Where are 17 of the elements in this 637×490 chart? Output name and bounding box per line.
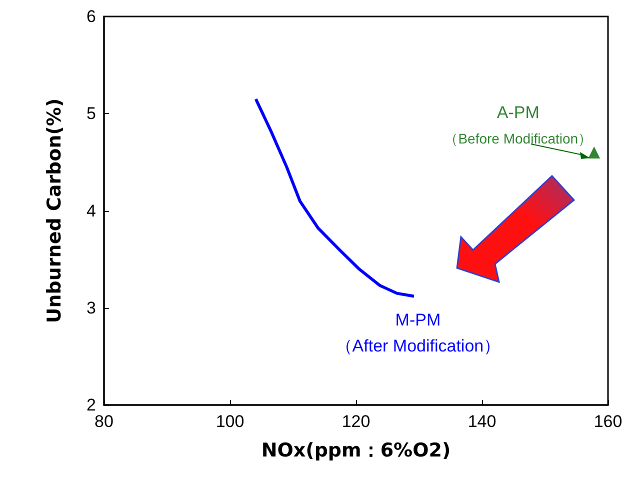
y-tick-label: 6 — [86, 7, 96, 26]
annotation: （Before Modification） — [444, 130, 592, 146]
y-axis-title: Unburned Carbon(%) — [44, 98, 66, 324]
text: A-PM — [496, 102, 540, 122]
series-label: M-PM — [395, 310, 441, 330]
x-tick-label: 160 — [594, 412, 622, 431]
line-series — [254, 98, 416, 298]
x-tick-label: 100 — [216, 412, 244, 431]
x-tick-label: 120 — [342, 412, 370, 431]
y-tick-label: 4 — [86, 201, 96, 220]
annotation: （After Modification） — [335, 336, 501, 356]
x-tick-label: 80 — [94, 412, 114, 431]
x-tick-label: 140 — [468, 412, 496, 431]
y-tick-label: 3 — [86, 298, 96, 318]
y-tick-label: 2 — [86, 396, 96, 414]
x-axis-title: NOx(ppm：6%O2) — [261, 440, 451, 462]
y-tick-label: 5 — [86, 104, 96, 124]
